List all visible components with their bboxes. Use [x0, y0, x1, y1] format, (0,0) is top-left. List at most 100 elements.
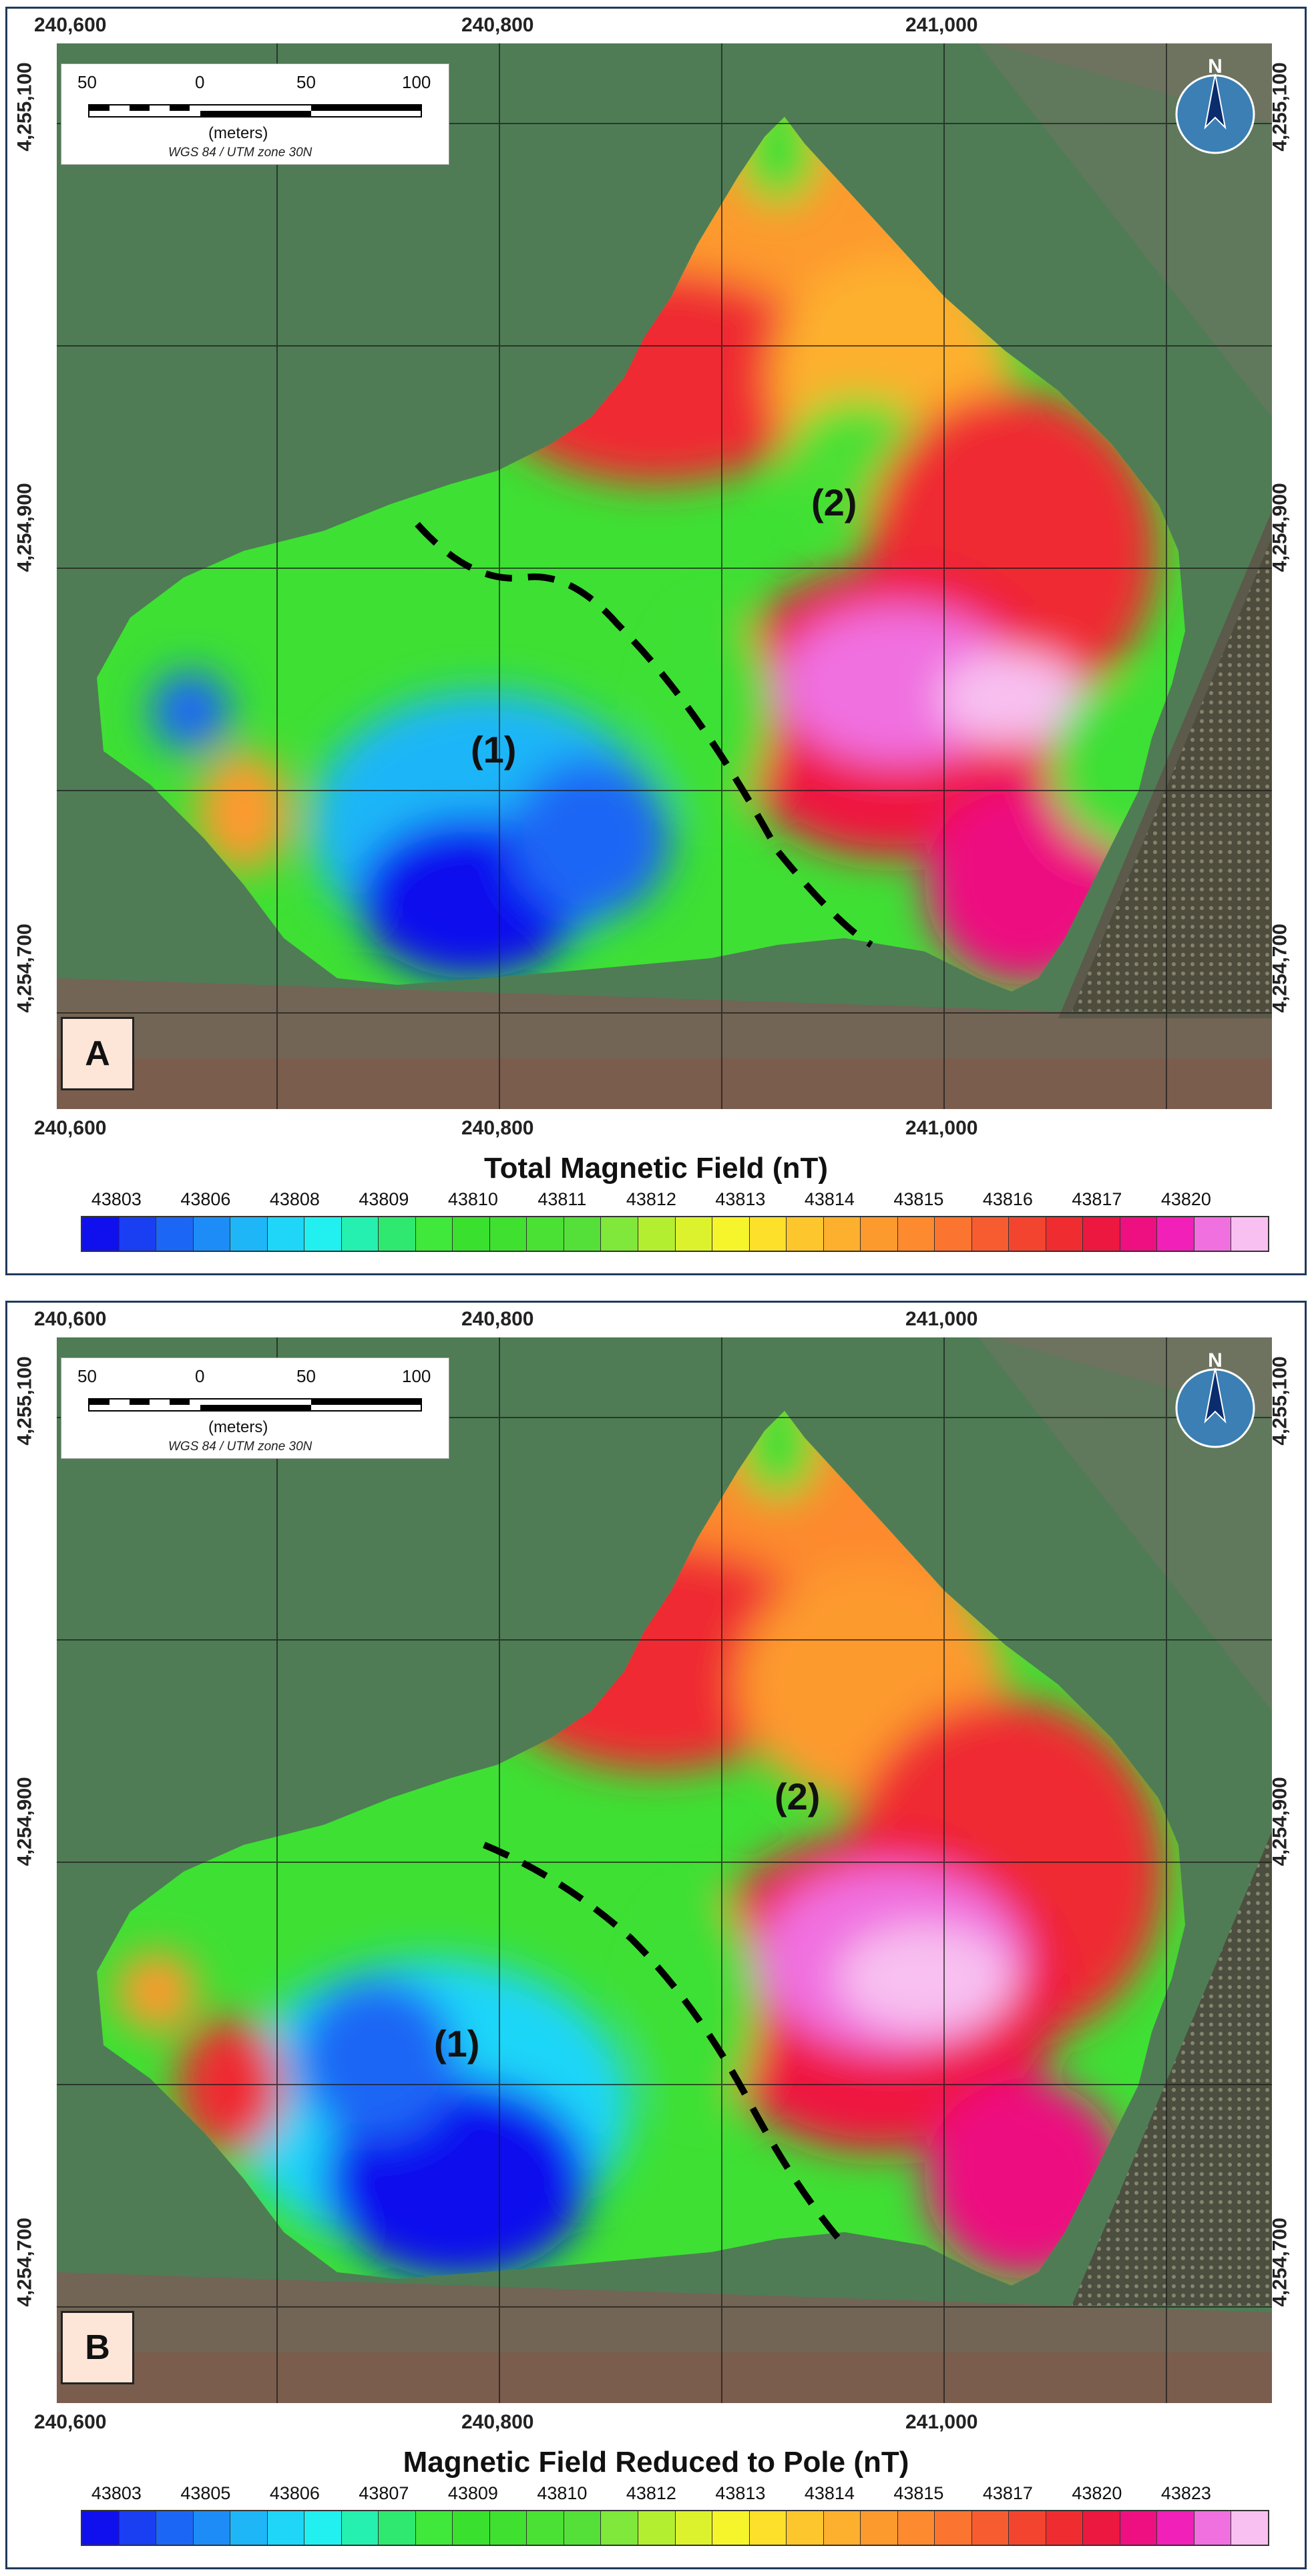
legend-value: 43807 — [359, 2483, 409, 2503]
colorbar-swatch — [564, 1217, 602, 1251]
legend-value: 43814 — [804, 1189, 855, 1209]
legend-value: 43810 — [447, 1189, 498, 1209]
legend-value: 43809 — [359, 1189, 409, 1209]
y-tick-right-2: 4,254,900 — [1269, 1777, 1291, 1866]
colorbar-swatch — [935, 2511, 972, 2545]
legend-value: 43805 — [180, 2483, 231, 2503]
map-frame-a: 50 0 50 100 (meters) WGS 84 / UTM zone 3… — [57, 43, 1272, 1109]
x-tick-bottom-1: 240,600 — [34, 1117, 107, 1139]
panel-letter-b: B — [61, 2311, 134, 2384]
colorbar-swatch — [1194, 1217, 1232, 1251]
panel-letter-a: A — [61, 1017, 134, 1090]
colorbar-swatch — [823, 1217, 861, 1251]
colorbar-swatch — [230, 2511, 268, 2545]
scale-bar-a: 50 0 50 100 (meters) WGS 84 / UTM zone 3… — [61, 63, 449, 165]
colorbar-swatch — [675, 2511, 713, 2545]
anomaly-map-a — [57, 43, 1272, 1109]
colorbar-swatch — [193, 2511, 231, 2545]
colorbar-a — [81, 1216, 1269, 1252]
zone-label-2: (2) — [775, 1775, 821, 1817]
legend-value: 43810 — [537, 2483, 588, 2503]
colorbar-swatch — [1120, 2511, 1158, 2545]
colorbar-b — [81, 2510, 1269, 2546]
colorbar-swatch — [1009, 1217, 1046, 1251]
legend-labels-a: 43803 43806 43808 43809 43810 43811 4381… — [81, 1189, 1269, 1212]
colorbar-swatch — [119, 1217, 157, 1251]
colorbar-swatch — [527, 2511, 564, 2545]
colorbar-swatch — [823, 2511, 861, 2545]
colorbar-swatch — [1120, 1217, 1158, 1251]
x-tick-bottom-3: 241,000 — [905, 1117, 978, 1139]
zone-label-1: (1) — [434, 2022, 480, 2065]
x-tick-bottom-2: 240,800 — [461, 2411, 534, 2433]
scale-bar-b: 50 0 50 100 (meters) WGS 84 / UTM zone 3… — [61, 1357, 449, 1459]
colorbar-swatch — [787, 1217, 824, 1251]
legend-value: 43806 — [269, 2483, 320, 2503]
map-panel-a: 240,600 240,800 241,000 — [5, 7, 1307, 1275]
colorbar-swatch — [712, 2511, 750, 2545]
colorbar-swatch — [1157, 1217, 1194, 1251]
colorbar-swatch — [527, 1217, 564, 1251]
y-tick-left-2: 4,254,900 — [13, 1777, 36, 1866]
colorbar-swatch — [787, 2511, 824, 2545]
colorbar-swatch — [1009, 2511, 1046, 2545]
colorbar-swatch — [1046, 2511, 1084, 2545]
north-arrow-icon: N — [1175, 55, 1255, 154]
legend-value: 43820 — [1160, 1189, 1211, 1209]
legend-value: 43817 — [982, 2483, 1033, 2503]
map-panel-b: 240,600 240,800 241,000 — [5, 1301, 1307, 2569]
y-tick-left-1: 4,255,100 — [13, 1356, 36, 1446]
colorbar-swatch — [971, 1217, 1010, 1251]
anomaly-map-b — [57, 1337, 1272, 2403]
colorbar-swatch — [156, 2511, 194, 2545]
legend-value: 43813 — [715, 1189, 766, 1209]
colorbar-swatch — [341, 2511, 379, 2545]
colorbar-swatch — [712, 1217, 750, 1251]
legend-value: 43823 — [1160, 2483, 1211, 2503]
colorbar-swatch — [82, 2511, 120, 2545]
colorbar-swatch — [897, 1217, 935, 1251]
colorbar-swatch — [564, 2511, 602, 2545]
y-tick-right-3: 4,254,700 — [1269, 2217, 1291, 2307]
legend-value: 43815 — [893, 2483, 944, 2503]
x-tick-top-1: 240,600 — [34, 1308, 107, 1330]
svg-text:N: N — [1208, 55, 1223, 77]
legend-value: 43806 — [180, 1189, 231, 1209]
colorbar-swatch — [861, 1217, 898, 1251]
legend-value: 43813 — [715, 2483, 766, 2503]
colorbar-swatch — [341, 1217, 379, 1251]
y-tick-right-1: 4,255,100 — [1269, 62, 1291, 152]
y-tick-right-2: 4,254,900 — [1269, 483, 1291, 572]
svg-text:N: N — [1208, 1349, 1223, 1371]
y-tick-left-3: 4,254,700 — [13, 2217, 36, 2307]
colorbar-swatch — [1231, 2511, 1268, 2545]
colorbar-swatch — [304, 2511, 342, 2545]
map-frame-b: 50 0 50 100 (meters) WGS 84 / UTM zone 3… — [57, 1337, 1272, 2403]
colorbar-swatch — [230, 1217, 268, 1251]
colorbar-swatch — [1083, 1217, 1120, 1251]
colorbar-swatch — [453, 2511, 490, 2545]
colorbar-swatch — [897, 2511, 935, 2545]
legend-value: 43812 — [626, 1189, 676, 1209]
colorbar-swatch — [304, 1217, 342, 1251]
y-tick-left-3: 4,254,700 — [13, 923, 36, 1013]
colorbar-swatch — [156, 1217, 194, 1251]
colorbar-swatch — [415, 1217, 453, 1251]
colorbar-swatch — [1194, 2511, 1232, 2545]
colorbar-swatch — [749, 1217, 787, 1251]
colorbar-swatch — [675, 1217, 713, 1251]
colorbar-swatch — [267, 2511, 305, 2545]
colorbar-swatch — [601, 1217, 638, 1251]
x-tick-top-3: 241,000 — [905, 1308, 978, 1330]
colorbar-swatch — [415, 2511, 453, 2545]
y-tick-left-2: 4,254,900 — [13, 483, 36, 572]
colorbar-swatch — [1083, 2511, 1120, 2545]
colorbar-swatch — [489, 1217, 527, 1251]
y-tick-left-1: 4,255,100 — [13, 62, 36, 152]
zone-label-2: (2) — [811, 481, 857, 523]
legend-value: 43820 — [1072, 2483, 1122, 2503]
colorbar-swatch — [749, 2511, 787, 2545]
colorbar-swatch — [861, 2511, 898, 2545]
north-arrow-icon: N — [1175, 1349, 1255, 1448]
legend-value: 43803 — [91, 1189, 142, 1209]
